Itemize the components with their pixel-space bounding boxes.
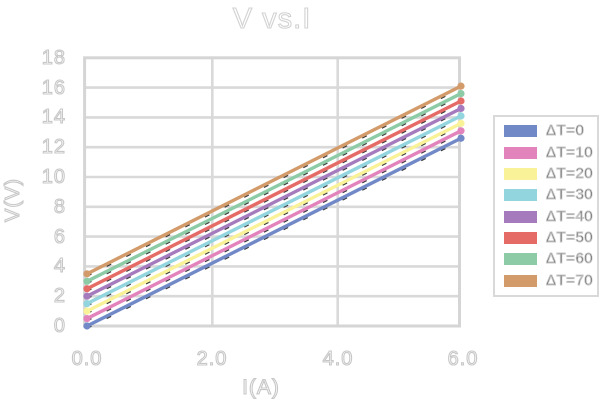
y-tick-label: 8 bbox=[53, 195, 66, 218]
legend-item-label: ΔT=50 bbox=[545, 228, 594, 246]
chart-title: V vs.I bbox=[232, 2, 312, 35]
series-endpoint-marker bbox=[83, 285, 91, 293]
series-dashed-underlay bbox=[86, 110, 462, 300]
y-tick-label: 6 bbox=[53, 225, 66, 248]
legend: ΔT=0 ΔT=10 ΔT=20 ΔT=30 ΔT=40 ΔT=50 ΔT=60 bbox=[493, 115, 599, 297]
legend-color-swatch bbox=[504, 189, 537, 202]
legend-item: ΔT=30 bbox=[495, 185, 597, 205]
legend-color-swatch bbox=[504, 125, 537, 138]
legend-color-swatch bbox=[504, 253, 537, 266]
legend-color-swatch bbox=[504, 167, 537, 180]
legend-color-swatch bbox=[504, 231, 537, 244]
y-tick-label: 10 bbox=[41, 165, 66, 188]
series-endpoint-marker bbox=[457, 134, 465, 142]
series-dashed-underlay bbox=[86, 117, 462, 307]
legend-item-label: ΔT=40 bbox=[545, 207, 594, 225]
series-line bbox=[85, 114, 463, 306]
legend-item: ΔT=60 bbox=[495, 249, 597, 269]
series-dashed-underlay bbox=[86, 125, 462, 315]
series-line bbox=[85, 91, 463, 283]
series-line bbox=[85, 121, 463, 313]
series-endpoint-marker bbox=[83, 300, 91, 308]
x-axis-title: I(A) bbox=[242, 375, 280, 399]
legend-item-label: ΔT=10 bbox=[545, 143, 594, 161]
legend-color-swatch bbox=[504, 146, 537, 159]
y-tick-label: 12 bbox=[41, 135, 66, 158]
x-tick-label: 0.0 bbox=[71, 347, 103, 370]
series-endpoint-marker bbox=[457, 97, 465, 105]
x-tick-label: 2.0 bbox=[196, 347, 228, 370]
legend-item: ΔT=40 bbox=[495, 207, 597, 227]
series-dashed-underlay bbox=[86, 140, 462, 329]
legend-color-swatch bbox=[504, 274, 537, 287]
legend-item: ΔT=10 bbox=[495, 143, 597, 163]
series-endpoint-marker bbox=[457, 89, 465, 98]
legend-color-swatch bbox=[504, 210, 537, 223]
y-tick-label: 18 bbox=[41, 46, 66, 69]
series-endpoint-marker bbox=[83, 277, 91, 285]
series-endpoint-marker bbox=[83, 314, 91, 323]
series-endpoint-marker bbox=[457, 82, 465, 90]
series-line bbox=[85, 99, 463, 291]
legend-item: ΔT=50 bbox=[495, 228, 597, 248]
x-tick-label: 4.0 bbox=[322, 347, 354, 370]
series-dashed-underlay bbox=[86, 102, 462, 292]
legend-item: ΔT=0 bbox=[495, 121, 597, 141]
y-tick-label: 2 bbox=[53, 284, 66, 307]
series-endpoint-marker bbox=[457, 127, 465, 135]
series-endpoint-marker bbox=[83, 307, 91, 315]
y-tick-label: 14 bbox=[41, 105, 66, 128]
y-tick-label: 0 bbox=[53, 314, 66, 337]
legend-item: ΔT=70 bbox=[495, 271, 597, 291]
series-endpoint-marker bbox=[457, 112, 465, 120]
series-endpoint-marker bbox=[83, 270, 91, 278]
legend-item: ΔT=20 bbox=[495, 164, 597, 184]
plot-frame bbox=[83, 56, 461, 328]
series-endpoint-marker bbox=[83, 322, 91, 330]
series-endpoint-marker bbox=[83, 292, 91, 300]
series-endpoint-marker bbox=[457, 119, 465, 127]
series-line bbox=[85, 129, 463, 321]
y-tick-label: 4 bbox=[53, 254, 66, 277]
series-dashed-underlay bbox=[86, 87, 462, 277]
legend-item-label: ΔT=30 bbox=[545, 186, 594, 204]
series-line bbox=[85, 106, 463, 298]
legend-item-label: ΔT=20 bbox=[545, 164, 594, 182]
legend-item-label: ΔT=0 bbox=[545, 122, 585, 140]
series-line bbox=[85, 84, 463, 276]
series-dashed-underlay bbox=[86, 95, 462, 285]
series-endpoint-marker bbox=[457, 104, 465, 113]
y-tick-label: 16 bbox=[41, 76, 66, 99]
legend-item-label: ΔT=60 bbox=[545, 250, 594, 268]
x-tick-label: 6.0 bbox=[447, 347, 479, 370]
series-layer bbox=[83, 82, 465, 330]
legend-item-label: ΔT=70 bbox=[545, 271, 594, 289]
series-line bbox=[85, 136, 463, 328]
series-dashed-underlay bbox=[86, 132, 462, 322]
